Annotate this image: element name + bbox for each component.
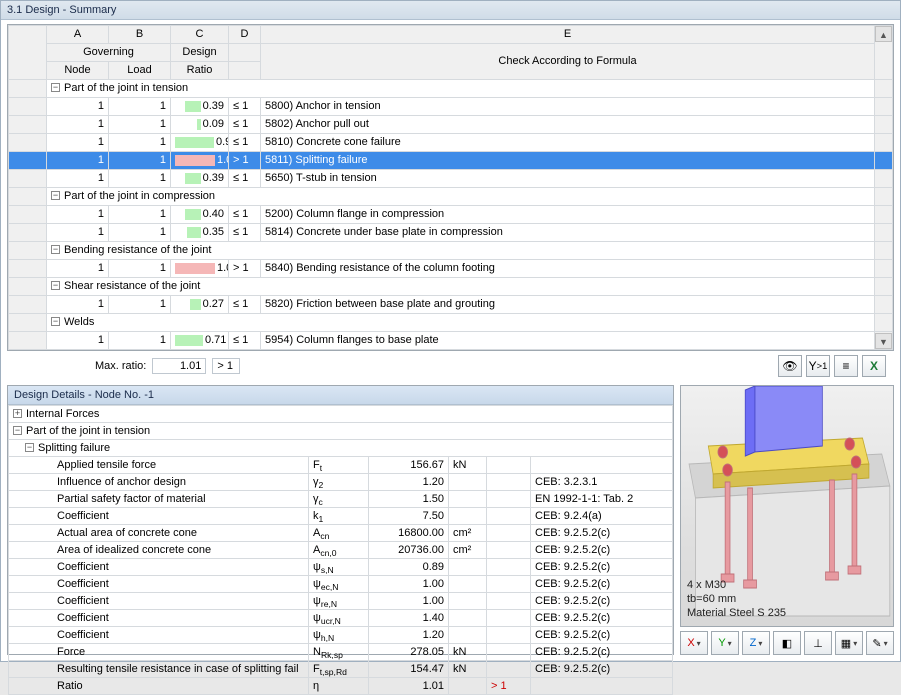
details-row[interactable]: Coefficientψucr,N1.40CEB: 9.2.5.2(c) [9,610,673,627]
summary-grid[interactable]: A B C D E ▲ Governing Design Check Accor… [8,25,893,350]
summary-grid-region: A B C D E ▲ Governing Design Check Accor… [1,20,900,381]
grid-row[interactable]: 110.40≤ 15200) Column flange in compress… [9,206,893,224]
view-ortho-icon[interactable]: ⊥ [804,631,832,655]
view-iso-icon[interactable]: ◧ [773,631,801,655]
viewer-toolbar: X▾ Y▾ Z▾ ◧ ⊥ ▦▾ ✎▾ [680,631,894,655]
grid-row[interactable]: 111.01> 15811) Splitting failure [9,152,893,170]
goto-icon[interactable]: Y>1 [806,355,830,377]
max-ratio-label: Max. ratio: [95,360,146,372]
filter-icon[interactable]: ≡ [834,355,858,377]
viewer-panel: 4 x M30 tb=60 mm Material Steel S 235 X▾… [680,385,894,655]
details-table[interactable]: +Internal Forces−Part of the joint in te… [8,405,673,695]
annotations-icon[interactable]: ✎▾ [866,631,894,655]
max-ratio-compare: > 1 [212,358,240,374]
scene-caption: 4 x M30 tb=60 mm Material Steel S 235 [687,578,786,620]
details-row[interactable]: Applied tensile forceFt156.67kN [9,457,673,474]
vertical-scrollbar[interactable]: ▲ [875,26,893,80]
section-header-row[interactable]: −Bending resistance of the joint [9,242,893,260]
details-section-row[interactable]: +Internal Forces [9,406,673,423]
details-row[interactable]: Actual area of concrete coneAcn16800.00c… [9,525,673,542]
details-row[interactable]: Coefficientk17.50CEB: 9.2.4(a) [9,508,673,525]
3d-scene[interactable]: 4 x M30 tb=60 mm Material Steel S 235 [680,385,894,627]
excel-icon[interactable]: X [862,355,886,377]
grid-row[interactable]: 110.39≤ 15650) T-stub in tension [9,170,893,188]
grid-row[interactable]: 110.71≤ 15954) Column flanges to base pl… [9,332,893,350]
details-section-row[interactable]: −Part of the joint in tension [9,423,673,440]
max-ratio-value: 1.01 [152,358,206,374]
grid-row[interactable]: 110.97≤ 15810) Concrete cone failure [9,134,893,152]
grid-row[interactable]: 110.09≤ 15802) Anchor pull out [9,116,893,134]
max-ratio-row: Max. ratio: 1.01 > 1 👁 Y>1 ≡ X [7,351,894,381]
details-row[interactable]: Coefficientψh,N1.20CEB: 9.2.5.2(c) [9,627,673,644]
axis-x-icon[interactable]: X▾ [680,631,708,655]
design-details-panel: Design Details - Node No. -1 +Internal F… [7,385,674,655]
details-row[interactable]: Influence of anchor designγ21.20CEB: 3.2… [9,474,673,491]
details-row[interactable]: Ratioη1.01> 1 [9,678,673,695]
axis-y-icon[interactable]: Y▾ [711,631,739,655]
details-row[interactable]: Partial safety factor of materialγc1.50E… [9,491,673,508]
details-section-row[interactable]: −Splitting failure [9,440,673,457]
details-row[interactable]: Coefficientψre,N1.00CEB: 9.2.5.2(c) [9,593,673,610]
grid-row[interactable]: 110.35≤ 15814) Concrete under base plate… [9,224,893,242]
details-row[interactable]: Area of idealized concrete coneAcn,02073… [9,542,673,559]
design-summary-window: 3.1 Design - Summary A B C D E ▲ [0,0,901,662]
eye-icon[interactable]: 👁 [778,355,802,377]
details-row[interactable]: ForceNRk,sp278.05kNCEB: 9.2.5.2(c) [9,644,673,661]
details-row[interactable]: Resulting tensile resistance in case of … [9,661,673,678]
grid-row[interactable]: 110.27≤ 15820) Friction between base pla… [9,296,893,314]
layers-icon[interactable]: ▦▾ [835,631,863,655]
window-title: 3.1 Design - Summary [1,1,900,20]
grid-row[interactable]: 111.01> 15840) Bending resistance of the… [9,260,893,278]
section-header-row[interactable]: −Part of the joint in compression [9,188,893,206]
grid-row[interactable]: 110.39≤ 15800) Anchor in tension [9,98,893,116]
axis-z-icon[interactable]: Z▾ [742,631,770,655]
section-header-row[interactable]: −Part of the joint in tension [9,80,893,98]
details-row[interactable]: Coefficientψec,N1.00CEB: 9.2.5.2(c) [9,576,673,593]
section-header-row[interactable]: −Shear resistance of the joint [9,278,893,296]
section-header-row[interactable]: −Welds [9,314,893,332]
details-row[interactable]: Coefficientψs,N0.89CEB: 9.2.5.2(c) [9,559,673,576]
design-details-title: Design Details - Node No. -1 [8,386,673,405]
